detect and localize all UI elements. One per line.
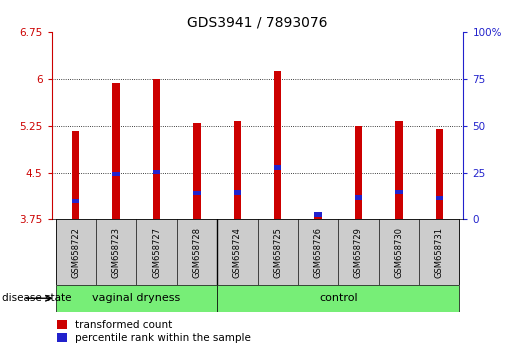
Bar <box>112 83 120 219</box>
Text: GSM658729: GSM658729 <box>354 227 363 278</box>
Bar <box>436 196 443 200</box>
Bar <box>436 129 443 219</box>
Bar <box>355 126 362 219</box>
Bar <box>234 121 241 219</box>
Bar <box>298 219 338 285</box>
Legend: transformed count, percentile rank within the sample: transformed count, percentile rank withi… <box>57 320 251 343</box>
Text: GSM658722: GSM658722 <box>71 227 80 278</box>
Bar <box>153 79 160 219</box>
Bar <box>234 190 241 195</box>
Bar <box>72 199 79 203</box>
Bar <box>338 219 379 285</box>
Text: GSM658727: GSM658727 <box>152 227 161 278</box>
Bar <box>193 191 200 195</box>
Bar <box>56 219 96 285</box>
Bar <box>177 219 217 285</box>
Text: GSM658725: GSM658725 <box>273 227 282 278</box>
Text: GSM658726: GSM658726 <box>314 227 322 278</box>
Bar <box>136 219 177 285</box>
Title: GDS3941 / 7893076: GDS3941 / 7893076 <box>187 15 328 29</box>
Text: GSM658731: GSM658731 <box>435 227 444 278</box>
Bar <box>274 71 281 219</box>
Bar <box>274 165 281 170</box>
Text: disease state: disease state <box>2 293 71 303</box>
Bar <box>315 215 322 219</box>
Bar <box>395 190 403 194</box>
Bar <box>153 170 160 174</box>
Bar <box>258 219 298 285</box>
Bar <box>112 172 120 176</box>
Bar <box>395 121 403 219</box>
Text: GSM658730: GSM658730 <box>394 227 403 278</box>
Text: GSM658723: GSM658723 <box>112 227 121 278</box>
Text: vaginal dryness: vaginal dryness <box>92 293 180 303</box>
Bar <box>379 219 419 285</box>
Bar <box>193 122 200 219</box>
Bar <box>217 285 459 312</box>
Bar <box>355 195 362 200</box>
Text: control: control <box>319 293 357 303</box>
Bar <box>315 212 322 217</box>
Bar <box>56 285 217 312</box>
Text: GSM658728: GSM658728 <box>193 227 201 278</box>
Bar <box>96 219 136 285</box>
Text: GSM658724: GSM658724 <box>233 227 242 278</box>
Bar <box>419 219 459 285</box>
Bar <box>217 219 258 285</box>
Bar <box>72 131 79 219</box>
